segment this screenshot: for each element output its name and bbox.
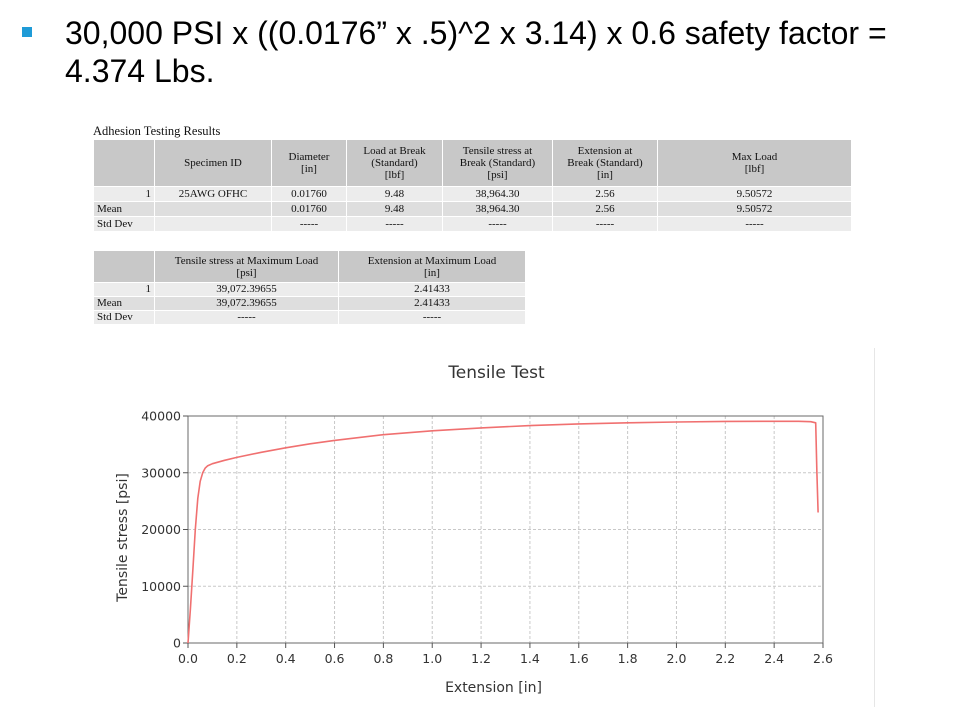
max-load-table: Tensile stress at Maximum Load [psi] Ext… — [93, 250, 526, 325]
table-cell: ----- — [442, 216, 553, 232]
x-tick-label: 0.6 — [325, 651, 345, 666]
table-header-row: Specimen ID Diameter [in] Load at Break … — [93, 139, 852, 187]
table-cell: 9.48 — [346, 186, 443, 202]
x-tick-label: 1.0 — [422, 651, 442, 666]
table-cell — [154, 201, 272, 217]
y-tick-label: 0 — [173, 636, 181, 651]
x-tick-label: 1.4 — [520, 651, 540, 666]
x-tick-label: 1.8 — [618, 651, 638, 666]
header-cell: Extension at Break (Standard) [in] — [552, 139, 658, 187]
x-tick-label: 0.4 — [276, 651, 296, 666]
header-cell — [93, 250, 155, 283]
table-cell — [154, 216, 272, 232]
row-label: Mean — [93, 201, 155, 217]
table-cell: 38,964.30 — [442, 186, 553, 202]
chart-title: Tensile Test — [447, 363, 545, 383]
table-cell: 2.56 — [552, 186, 658, 202]
table-cell: ----- — [338, 310, 526, 325]
table-row: Mean 39,072.39655 2.41433 — [93, 296, 526, 311]
table-cell: 2.41433 — [338, 296, 526, 311]
chart-svg: 0.0 0.2 0.4 0.6 0.8 1.0 1.2 1.4 1.6 1.8 2.0 2.2 2.4 2… — [115, 363, 833, 696]
header-cell: Tensile stress at Break (Standard) [psi] — [442, 139, 553, 187]
y-tick-label: 10000 — [141, 579, 181, 594]
chart-divider — [874, 348, 875, 707]
y-tick-label: 40000 — [141, 409, 181, 424]
row-label: Std Dev — [93, 216, 155, 232]
row-label: 1 — [93, 282, 155, 297]
table-cell: 38,964.30 — [442, 201, 553, 217]
table-cell: 39,072.39655 — [154, 296, 339, 311]
table-row: 1 39,072.39655 2.41433 — [93, 282, 526, 297]
table-row: Mean 0.01760 9.48 38,964.30 2.56 9.50572 — [93, 201, 852, 217]
x-tick-label: 2.6 — [813, 651, 833, 666]
header-cell: Max Load [lbf] — [657, 139, 852, 187]
header-cell: Diameter [in] — [271, 139, 347, 187]
x-tick-label: 0.2 — [227, 651, 247, 666]
y-axis-label: Tensile stress [psi] — [115, 473, 131, 603]
table-cell: 9.50572 — [657, 186, 852, 202]
x-tick-label: 2.0 — [667, 651, 687, 666]
table-row: 1 25AWG OFHC 0.01760 9.48 38,964.30 2.56… — [93, 186, 852, 202]
square-bullet-icon — [22, 27, 32, 37]
x-tick-label: 2.4 — [764, 651, 784, 666]
y-tick-label: 20000 — [141, 522, 181, 537]
x-tick-label: 1.6 — [569, 651, 589, 666]
table-cell: ----- — [552, 216, 658, 232]
x-tick-label: 1.2 — [471, 651, 491, 666]
header-cell — [93, 139, 155, 187]
table-cell: 0.01760 — [271, 201, 347, 217]
header-cell: Tensile stress at Maximum Load [psi] — [154, 250, 339, 283]
row-label: Mean — [93, 296, 155, 311]
x-tick-label: 0.0 — [178, 651, 198, 666]
x-tick-label: 2.2 — [715, 651, 735, 666]
y-tick-label: 30000 — [141, 465, 181, 480]
x-tick-label: 0.8 — [373, 651, 393, 666]
table-cell: 25AWG OFHC — [154, 186, 272, 202]
header-cell: Load at Break (Standard) [lbf] — [346, 139, 443, 187]
formula-text: 30,000 PSI x ((0.0176” x .5)^2 x 3.14) x… — [65, 15, 887, 89]
table-cell: 39,072.39655 — [154, 282, 339, 297]
x-axis-label: Extension [in] — [445, 680, 542, 696]
row-label: 1 — [93, 186, 155, 202]
table-cell: ----- — [657, 216, 852, 232]
table-cell: 0.01760 — [271, 186, 347, 202]
table-cell: ----- — [154, 310, 339, 325]
table-row: Std Dev ----- ----- — [93, 310, 526, 325]
row-label: Std Dev — [93, 310, 155, 325]
table-row: Std Dev ----- ----- ----- ----- ----- — [93, 216, 852, 232]
table-cell: 2.41433 — [338, 282, 526, 297]
table-cell: 2.56 — [552, 201, 658, 217]
table-cell: 9.48 — [346, 201, 443, 217]
table-cell: ----- — [346, 216, 443, 232]
stress-curve-line — [187, 420, 819, 644]
adhesion-results-table: Specimen ID Diameter [in] Load at Break … — [93, 139, 852, 232]
table-header-row: Tensile stress at Maximum Load [psi] Ext… — [93, 250, 526, 283]
table-caption: Adhesion Testing Results — [93, 124, 221, 138]
table-cell: ----- — [271, 216, 347, 232]
tensile-test-chart: 0.0 0.2 0.4 0.6 0.8 1.0 1.2 1.4 1.6 1.8 2.0 2.2 2.4 2… — [100, 348, 878, 707]
table-cell: 9.50572 — [657, 201, 852, 217]
header-cell: Extension at Maximum Load [in] — [338, 250, 526, 283]
header-cell: Specimen ID — [154, 139, 272, 187]
